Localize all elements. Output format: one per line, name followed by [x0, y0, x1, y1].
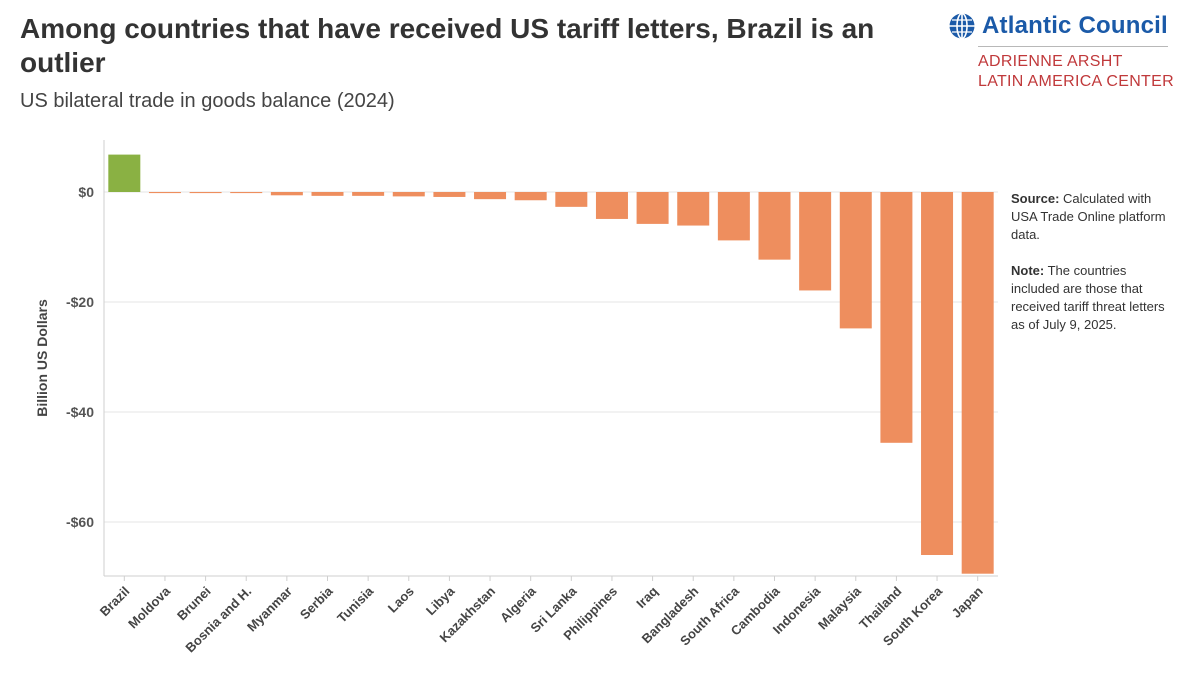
bar [108, 154, 141, 192]
chart-title: Among countries that have received US ta… [20, 13, 875, 78]
logo-subtitle-line-1: ADRIENNE ARSHT [978, 53, 1123, 70]
bar [595, 192, 628, 219]
bar [880, 192, 913, 443]
x-tick-label: Brazil [97, 584, 133, 620]
bar [758, 192, 791, 260]
x-tick-label: Moldova [125, 583, 173, 631]
bar [799, 192, 832, 291]
x-tick-label: Tunisia [334, 583, 377, 626]
globe-icon [949, 12, 975, 40]
note-text: The countries included are those that re… [1011, 263, 1165, 332]
logo-divider [978, 46, 1168, 47]
source-label: Source: [1011, 191, 1060, 206]
x-tick-label: Myanmar [244, 584, 295, 635]
x-tick-label: Japan [949, 583, 986, 620]
bar [352, 192, 385, 196]
chart-subtitle: US bilateral trade in goods balance (202… [20, 90, 395, 112]
x-tick-label: Libya [423, 583, 458, 618]
source-note: Source: Calculated with USA Trade Online… [1011, 190, 1176, 244]
bar [921, 192, 954, 555]
note-label: Note: [1011, 263, 1045, 278]
bar [514, 192, 547, 201]
y-tick-label: -$40 [66, 404, 94, 420]
bar [230, 192, 263, 194]
y-tick-label: -$20 [66, 294, 94, 310]
y-tick-label: $0 [78, 184, 94, 200]
atlantic-council-logo[interactable]: Atlantic Council ADRIENNE ARSHT LATIN AM… [948, 12, 1193, 92]
bar [677, 192, 710, 226]
bar [717, 192, 750, 241]
x-tick-label: Laos [385, 584, 417, 616]
bar [270, 192, 303, 196]
source-text: Calculated with USA Trade Online platfor… [1011, 191, 1166, 242]
logo-subtitle-line-2: LATIN AMERICA CENTER [978, 73, 1174, 90]
bar [555, 192, 588, 207]
bar [961, 192, 994, 574]
x-tick-label: Serbia [297, 583, 336, 622]
bar [474, 192, 507, 200]
bar [392, 192, 425, 197]
x-tick-label: Malaysia [815, 583, 864, 632]
x-tick-label: Brunei [174, 584, 214, 624]
note-note: Note: The countries included are those t… [1011, 262, 1176, 334]
source-note-panel: Source: Calculated with USA Trade Online… [1011, 190, 1176, 352]
bar [311, 192, 344, 196]
x-tick-label: Iraq [633, 583, 661, 611]
bar [148, 192, 181, 194]
bar [189, 192, 222, 194]
bar [433, 192, 466, 197]
bar [636, 192, 669, 224]
y-tick-label: -$60 [66, 514, 94, 530]
bar [839, 192, 872, 329]
logo-name: Atlantic Council [982, 12, 1168, 39]
